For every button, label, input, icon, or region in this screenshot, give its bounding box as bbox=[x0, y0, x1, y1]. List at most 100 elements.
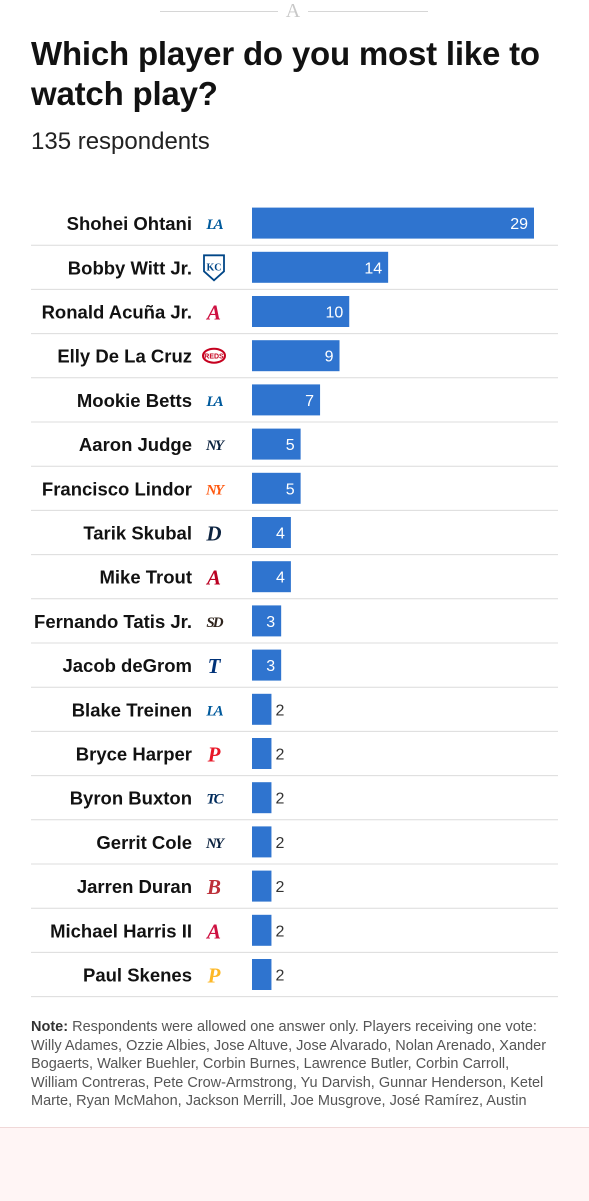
logo-glyph: LA bbox=[205, 703, 223, 719]
category-label: Mike Trout bbox=[99, 567, 192, 588]
bar bbox=[252, 340, 340, 372]
header-rule-right bbox=[308, 11, 428, 12]
phillies-logo-icon: P bbox=[207, 743, 221, 767]
logo-glyph: LA bbox=[205, 217, 223, 233]
bar bbox=[252, 251, 389, 283]
logo-glyph: NY bbox=[205, 836, 226, 852]
rangers-logo-icon: T bbox=[208, 654, 222, 678]
data-label: 2 bbox=[275, 791, 284, 808]
category-label: Jarren Duran bbox=[77, 876, 192, 897]
category-label: Bryce Harper bbox=[76, 744, 192, 765]
data-label: 4 bbox=[276, 526, 285, 543]
braves-logo-icon: A bbox=[205, 301, 221, 325]
logo-glyph: P bbox=[207, 964, 221, 988]
category-label: Aaron Judge bbox=[79, 434, 192, 455]
data-label: 2 bbox=[275, 968, 284, 985]
logo-glyph: SD bbox=[206, 615, 223, 631]
data-label: 29 bbox=[510, 216, 528, 233]
royals-logo-icon: KC bbox=[203, 254, 225, 282]
bar bbox=[252, 870, 272, 902]
bar bbox=[252, 384, 321, 416]
chart-subtitle: 135 respondents bbox=[31, 128, 210, 155]
category-label: Blake Treinen bbox=[72, 699, 192, 720]
dodgers-logo-icon: LA bbox=[205, 217, 225, 233]
data-label: 5 bbox=[286, 481, 295, 498]
data-label: 14 bbox=[364, 260, 382, 277]
category-label: Paul Skenes bbox=[83, 965, 192, 986]
data-label: 2 bbox=[275, 923, 284, 940]
bar bbox=[252, 914, 272, 946]
category-label: Francisco Lindor bbox=[42, 478, 192, 499]
bar bbox=[252, 959, 272, 990]
logo-glyph: LA bbox=[205, 394, 223, 410]
data-label: 3 bbox=[266, 658, 275, 675]
bar bbox=[252, 826, 272, 858]
dodgers-logo-icon: LA bbox=[205, 394, 225, 410]
chart-note: Note: Respondents were allowed one answe… bbox=[31, 1018, 551, 1111]
padres-logo-icon: SD bbox=[206, 615, 225, 631]
bottom-panel bbox=[0, 1127, 589, 1201]
data-label: 5 bbox=[286, 437, 295, 454]
data-label: 2 bbox=[275, 879, 284, 896]
category-label: Byron Buxton bbox=[70, 788, 192, 809]
note-text: Respondents were allowed one answer only… bbox=[31, 1019, 547, 1109]
angels-logo-icon: A bbox=[205, 566, 221, 590]
bar bbox=[252, 207, 534, 239]
data-label: 7 bbox=[305, 393, 314, 410]
category-label: Michael Harris II bbox=[50, 920, 192, 941]
data-label: 9 bbox=[325, 349, 334, 366]
logo-glyph: D bbox=[205, 522, 221, 546]
category-label: Fernando Tatis Jr. bbox=[34, 611, 192, 632]
bar bbox=[252, 782, 272, 814]
category-label: Gerrit Cole bbox=[96, 832, 192, 853]
logo-glyph: T bbox=[208, 654, 222, 678]
category-label: Mookie Betts bbox=[77, 390, 192, 411]
twins-logo-icon: TC bbox=[206, 792, 226, 808]
data-label: 4 bbox=[276, 570, 285, 587]
braves-logo-icon: A bbox=[205, 919, 221, 943]
logo-glyph: A bbox=[205, 301, 221, 325]
tigers-logo-icon: D bbox=[205, 522, 221, 546]
logo-glyph: A bbox=[205, 919, 221, 943]
data-label: 2 bbox=[275, 702, 284, 719]
pirates-logo-icon: P bbox=[207, 964, 221, 988]
logo-glyph: B bbox=[206, 875, 221, 899]
logo-glyph: NY bbox=[205, 482, 226, 498]
header-rule-left bbox=[160, 11, 278, 12]
bar bbox=[252, 693, 272, 725]
note-label: Note: bbox=[31, 1019, 69, 1035]
data-label: 3 bbox=[266, 614, 275, 631]
bar bbox=[252, 517, 291, 548]
logo-glyph: NY bbox=[205, 438, 226, 454]
logo-shield bbox=[203, 254, 225, 282]
red-sox-logo-icon: B bbox=[206, 875, 221, 899]
logo-ring bbox=[202, 347, 226, 364]
chart-title: Which player do you most like to watch p… bbox=[31, 35, 540, 112]
category-label: Tarik Skubal bbox=[83, 523, 192, 544]
data-label: 2 bbox=[275, 835, 284, 852]
bar bbox=[252, 605, 282, 637]
category-label: Elly De La Cruz bbox=[57, 346, 192, 367]
logo-glyph: REDS bbox=[204, 354, 224, 361]
bar bbox=[252, 738, 272, 769]
category-label: Bobby Witt Jr. bbox=[68, 257, 192, 278]
category-label: Jacob deGrom bbox=[62, 655, 192, 676]
publication-logo: A bbox=[285, 0, 301, 22]
bar bbox=[252, 428, 301, 460]
data-label: 10 bbox=[325, 305, 343, 322]
mets-logo-icon: NY bbox=[205, 482, 228, 498]
dodgers-logo-icon: LA bbox=[205, 703, 225, 719]
yankees-logo-icon: NY bbox=[205, 438, 228, 454]
logo-glyph: TC bbox=[206, 792, 224, 808]
bar bbox=[252, 472, 301, 504]
bar bbox=[252, 649, 282, 681]
logo-glyph: KC bbox=[207, 262, 222, 273]
bar bbox=[252, 561, 291, 593]
category-label: Shohei Ohtani bbox=[67, 213, 192, 234]
bar bbox=[252, 296, 350, 327]
logo-glyph: P bbox=[207, 743, 221, 767]
logo-glyph: A bbox=[205, 566, 221, 590]
reds-logo-icon: REDS bbox=[202, 347, 226, 364]
yankees-logo-icon: NY bbox=[205, 836, 228, 852]
